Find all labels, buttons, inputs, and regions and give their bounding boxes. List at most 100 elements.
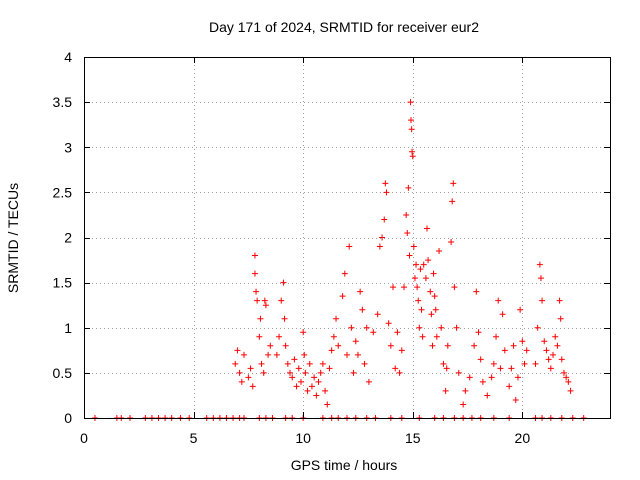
data-point: [466, 374, 473, 381]
data-point: [442, 387, 449, 394]
data-point: [450, 180, 457, 187]
data-point: [514, 374, 521, 381]
data-point: [423, 225, 430, 232]
data-point: [501, 347, 508, 354]
data-point: [428, 311, 435, 318]
y-tick-label: 1.5: [53, 275, 73, 291]
data-point: [425, 257, 432, 264]
y-tick-label: 0.5: [53, 365, 73, 381]
data-point: [392, 365, 399, 372]
data-point: [415, 297, 422, 304]
data-point: [317, 369, 324, 376]
data-point: [408, 126, 415, 133]
data-point: [245, 374, 252, 381]
data-point: [406, 252, 413, 259]
data-point: [411, 275, 418, 282]
data-point: [254, 297, 261, 304]
data-point: [479, 378, 486, 385]
y-tick-label: 2: [64, 230, 72, 246]
data-point: [385, 320, 392, 327]
x-tick-label: 5: [190, 430, 198, 446]
chart-title: Day 171 of 2024, SRMTID for receiver eur…: [209, 19, 479, 35]
data-point: [523, 347, 530, 354]
data-point: [251, 252, 258, 259]
data-point: [449, 198, 456, 205]
data-point: [276, 333, 283, 340]
data-point: [281, 315, 288, 322]
data-point: [410, 243, 417, 250]
y-tick-label: 3: [64, 139, 72, 155]
data-point: [232, 360, 239, 367]
data-point: [493, 333, 500, 340]
data-point: [357, 288, 364, 295]
data-point: [407, 117, 414, 124]
data-point: [419, 333, 426, 340]
data-point: [537, 275, 544, 282]
data-point: [414, 284, 421, 291]
data-point: [278, 297, 285, 304]
data-point: [404, 229, 411, 236]
x-tick-label: 0: [80, 430, 88, 446]
data-point: [350, 369, 357, 376]
data-point: [436, 248, 443, 255]
data-point: [265, 351, 272, 358]
data-point: [508, 365, 515, 372]
data-point: [324, 401, 331, 408]
data-point: [433, 333, 440, 340]
data-point: [512, 396, 519, 403]
x-tick-label: 20: [515, 430, 531, 446]
data-point: [403, 211, 410, 218]
data-point: [293, 383, 300, 390]
data-point: [563, 374, 570, 381]
data-point: [370, 329, 377, 336]
data-point: [567, 387, 574, 394]
data-point: [416, 324, 423, 331]
data-point: [438, 324, 445, 331]
data-point: [251, 270, 258, 277]
data-point: [284, 360, 291, 367]
data-point: [499, 311, 506, 318]
data-point: [383, 189, 390, 196]
data-point: [427, 288, 434, 295]
data-point: [455, 369, 462, 376]
data-point: [361, 360, 368, 367]
data-point: [249, 383, 256, 390]
data-point: [400, 284, 407, 291]
data-point: [471, 342, 478, 349]
data-point: [536, 261, 543, 268]
data-point: [409, 148, 416, 155]
data-point: [556, 297, 563, 304]
data-point: [379, 234, 386, 241]
data-point: [330, 333, 337, 340]
data-point: [352, 338, 359, 345]
data-point: [234, 347, 241, 354]
data-point: [291, 356, 298, 363]
axis-ticks: [84, 57, 610, 419]
data-point: [462, 387, 469, 394]
data-point: [319, 360, 326, 367]
data-point: [448, 239, 455, 246]
data-point: [497, 365, 504, 372]
data-point: [554, 342, 561, 349]
data-point: [238, 378, 245, 385]
data-point: [534, 324, 541, 331]
data-point: [440, 360, 447, 367]
data-point: [339, 293, 346, 300]
data-point: [541, 338, 548, 345]
data-point: [326, 365, 333, 372]
data-point: [394, 329, 401, 336]
data-point: [409, 153, 416, 160]
data-point: [398, 347, 405, 354]
data-point: [429, 342, 436, 349]
x-tick-label: 15: [405, 430, 421, 446]
data-point: [311, 374, 318, 381]
data-point: [344, 351, 350, 358]
data-point: [306, 360, 313, 367]
data-point: [484, 392, 491, 399]
data-point: [258, 360, 265, 367]
data-point: [273, 351, 280, 358]
data-point: [557, 315, 564, 322]
data-point: [517, 306, 524, 313]
data-point: [521, 360, 528, 367]
